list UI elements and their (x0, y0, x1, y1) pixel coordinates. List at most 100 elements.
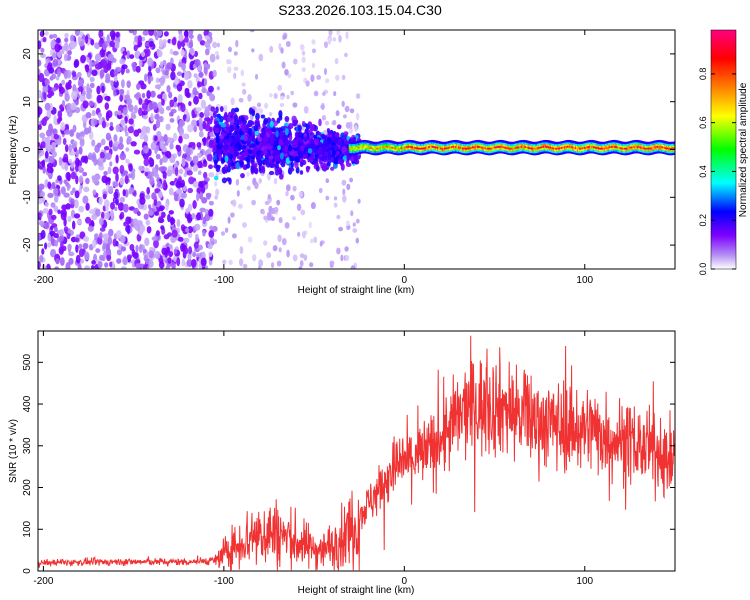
spectrogram-cell (167, 232, 173, 237)
spectrogram-cell (247, 128, 253, 136)
spectrogram-cell (234, 143, 239, 150)
spectrogram-cell (73, 60, 79, 69)
spectrogram-cell (326, 158, 332, 164)
spectrogram-cell (178, 168, 184, 175)
spectrogram-cell (216, 42, 221, 48)
spectrogram-cell (132, 63, 137, 72)
spectrogram-cell (148, 209, 154, 216)
spectrogram-cell (234, 107, 240, 113)
spectrogram-cell (40, 191, 45, 198)
spectrogram-cell (101, 85, 105, 94)
spectrogram-cell (170, 71, 176, 81)
spectrogram-cell (133, 149, 141, 155)
spectrogram-cell (331, 150, 336, 158)
spectrogram-cell (336, 247, 341, 255)
spectrogram-cell (102, 242, 107, 250)
spectrogram-cell (188, 34, 194, 39)
spectrogram-cell (51, 87, 57, 92)
spectrogram-cell (240, 172, 245, 179)
spectrogram-cell (169, 99, 175, 108)
spectrogram-cell (162, 171, 167, 180)
spectrogram-cell (321, 115, 327, 121)
spectrogram-cell (146, 126, 151, 134)
spectrogram-cell (55, 258, 60, 265)
spectrogram-cell (109, 209, 115, 218)
spectrogram-cell (166, 85, 171, 93)
spectrogram-cell (154, 211, 159, 216)
spectrogram-cell (169, 111, 174, 117)
spectrogram-cell (188, 176, 195, 185)
spectrogram-cell (55, 76, 60, 81)
spectrogram-cell (297, 137, 304, 143)
spectrogram-cell (158, 166, 165, 172)
spectrogram-cell (49, 225, 54, 231)
spectrogram-cell (113, 134, 118, 143)
spectrogram-cell (212, 69, 217, 78)
spectrogram-cell (52, 151, 57, 158)
spectrogram-cell (257, 264, 262, 269)
spectrogram-cell (60, 186, 66, 195)
spectrogram-cell (129, 54, 135, 59)
spectrogram-cell (340, 254, 344, 262)
spectrogram-cell (311, 39, 316, 45)
spectrogram-cell (264, 200, 270, 206)
spectrogram-cell (84, 251, 90, 261)
spectrogram-cell (268, 155, 274, 160)
spectrogram-cell (103, 171, 108, 176)
spectrogram-cell (39, 254, 44, 263)
spectrogram-cell (236, 161, 240, 170)
spectrogram-cell (148, 250, 154, 259)
spectrogram-cell (113, 75, 118, 83)
spectrogram-cell (198, 117, 203, 125)
spectrogram-cell (177, 94, 183, 103)
spectrogram-cell (112, 32, 116, 39)
spectrogram-cell (74, 237, 80, 243)
spectrogram-cell (75, 149, 80, 157)
spectrogram-cell (301, 230, 306, 239)
spectrogram-cell (231, 233, 237, 239)
spectrogram-cell (97, 112, 103, 118)
spectrogram-cell (320, 133, 326, 140)
spectrogram-cell (79, 31, 84, 37)
spectrogram-cell (344, 254, 350, 262)
spectrogram-cell (208, 164, 213, 170)
spectrogram-cell (121, 266, 127, 269)
spectrogram-cell (313, 90, 319, 97)
spectrogram-cell (161, 98, 165, 106)
spectrogram-cell (45, 140, 51, 150)
spectrogram-cell (199, 207, 206, 213)
spectrogram-cell (280, 47, 284, 54)
spectrogram-cell (105, 73, 111, 82)
spectrogram-cell (67, 228, 71, 234)
spectrogram-cell (278, 138, 284, 147)
spectrogram-cell (220, 122, 227, 128)
spectrogram-cell (140, 83, 147, 90)
spectrogram-cell (93, 157, 98, 167)
spectrogram-cell (281, 237, 287, 246)
spectrogram-cell (233, 66, 239, 71)
spectrogram-cell (303, 136, 308, 143)
spectrogram-cell (138, 107, 143, 117)
spectrogram-cell (273, 206, 279, 213)
spectrogram-cell (90, 219, 94, 226)
spectrogram-cell (189, 47, 195, 55)
spectrogram-cell (164, 150, 172, 159)
spectrogram-cell (100, 59, 108, 69)
spectrogram-cell (178, 119, 185, 127)
spectrogram-cell (218, 115, 224, 123)
spectrogram-cell (46, 109, 52, 118)
spectrogram-cell (176, 144, 182, 152)
spectrogram-cell (208, 229, 215, 238)
spectrogram-cell (69, 40, 76, 50)
spectrogram-cell (53, 195, 59, 203)
spectrogram-cell (86, 92, 91, 100)
spectrogram-cell (192, 181, 199, 188)
spectrogram-cell (150, 90, 156, 98)
spectrogram-cell (196, 212, 202, 221)
spectrogram-cell (185, 155, 192, 162)
spectrogram-cell (238, 258, 244, 267)
spectrogram-cell (236, 123, 240, 129)
spectrogram-cell (319, 241, 323, 247)
spectrogram-cell (120, 119, 126, 127)
spectrogram-cell (38, 59, 42, 67)
